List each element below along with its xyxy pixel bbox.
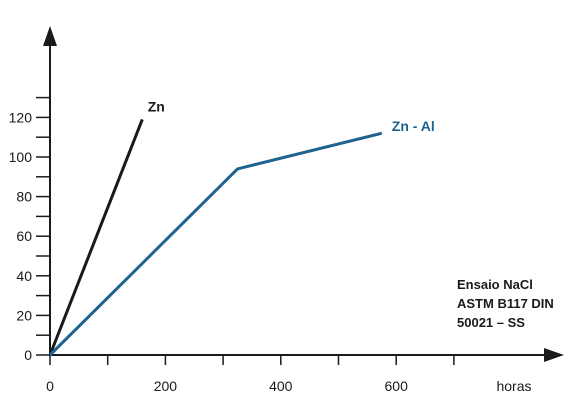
note-line: ASTM B117 DIN: [457, 296, 554, 311]
y-tick-label: 80: [16, 189, 32, 205]
y-tick-label: 20: [16, 307, 32, 323]
note-line: Ensaio NaCl: [457, 277, 533, 292]
y-tick-label: 60: [16, 228, 32, 244]
y-axis-arrow: [43, 26, 57, 46]
x-tick-label: 600: [385, 378, 409, 394]
y-tick-label: 100: [9, 149, 33, 165]
x-tick-label: 400: [269, 378, 293, 394]
x-unit-label: horas: [496, 378, 531, 394]
x-axis-arrow: [544, 348, 564, 362]
series-line-zn-al: [48, 131, 383, 357]
note-line: 50021 – SS: [457, 315, 525, 330]
labels: Zn Zn - Al: [148, 98, 435, 134]
ticks: 0 200 400 600 0 20 40 60 80 100 120: [9, 96, 455, 394]
series-label: Zn - Al: [392, 118, 435, 134]
test-note: Ensaio NaCl ASTM B117 DIN 50021 – SS: [457, 277, 554, 330]
y-tick-label: 40: [16, 268, 32, 284]
series-label: Zn: [148, 98, 165, 114]
y-tick-label: 120: [9, 109, 33, 125]
axes: [43, 26, 564, 362]
y-tick-label: 0: [24, 347, 32, 363]
x-tick-label: 0: [46, 378, 54, 394]
series: [48, 118, 383, 357]
series-line-zn: [48, 118, 144, 356]
x-tick-label: 200: [154, 378, 178, 394]
